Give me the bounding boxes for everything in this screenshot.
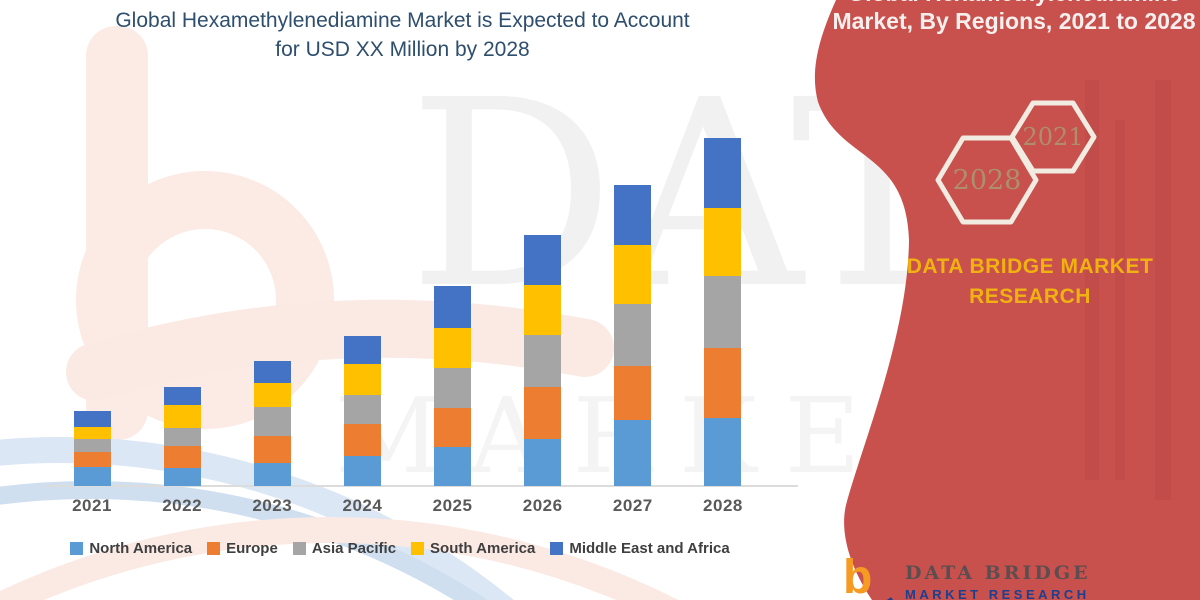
bar-segment-2028-north-america [704,418,742,486]
legend-label: North America [89,540,193,557]
x-axis-label-2022: 2022 [162,496,203,515]
bar-segment-2025-asia-pacific [434,368,472,408]
chart-title: Global Hexamethylenediamine Market is Ex… [5,6,800,64]
bar-2026 [524,235,562,486]
x-axis-label-2023: 2023 [252,496,293,515]
legend-swatch-icon [550,542,564,555]
bar-segment-2028-europe [704,348,742,418]
bar-segment-2022-north-america [163,468,201,486]
bar-segment-2024-europe [343,424,381,456]
bar-segment-2028-middle-east-and-africa [704,138,742,208]
bar-segment-2028-asia-pacific [704,276,742,348]
x-axis-line [46,485,798,487]
footer-logo-b-icon: b [843,554,895,600]
bar-segment-2023-middle-east-and-africa [253,361,291,383]
legend-item-middle-east-and-africa: Middle East and Africa [550,540,730,557]
x-axis-label-2024: 2024 [342,496,383,515]
bar-segment-2025-middle-east-and-africa [434,286,472,328]
bar-segment-2026-south-america [524,285,562,335]
bar-2027 [614,185,652,486]
bar-segment-2025-north-america [434,447,472,486]
x-axis-label-2021: 2021 [72,496,112,515]
bar-segment-2027-asia-pacific [614,304,652,366]
bar-segment-2025-south-america [434,328,472,368]
bar-segment-2022-middle-east-and-africa [163,387,201,405]
legend-item-asia-pacific: Asia Pacific [292,540,397,557]
legend-label: South America [430,540,536,557]
footer-b-swoosh-icon [886,597,893,600]
bar-segment-2026-north-america [524,439,562,486]
legend-label: Europe [226,540,278,557]
bar-segment-2027-south-america [614,245,652,304]
legend-label: Middle East and Africa [569,540,730,557]
legend-item-europe: Europe [207,540,278,557]
bar-segment-2023-north-america [253,463,291,486]
footer-b-glyph: b [843,551,873,600]
bar-2023 [253,361,291,486]
x-axis-label-2026: 2026 [522,496,563,515]
chart-title-line1: Global Hexamethylenediamine Market is Ex… [115,9,690,32]
bar-segment-2023-asia-pacific [253,407,291,436]
bar-2028 [704,138,742,486]
footer-sub-brand: MARKET RESEARCH [905,587,1090,600]
bar-segment-2028-south-america [704,208,742,276]
legend-label: Asia Pacific [311,540,397,557]
bar-segment-2021-asia-pacific [73,439,111,452]
bar-segment-2024-asia-pacific [343,395,381,424]
bar-2024 [343,336,381,486]
bar-segment-2023-europe [253,436,291,463]
bar-segment-2022-asia-pacific [163,428,201,446]
legend-swatch-icon [411,542,425,555]
bar-segment-2022-south-america [163,405,201,428]
bar-segment-2022-europe [163,446,201,468]
bar-segment-2027-north-america [614,420,652,486]
bar-segment-2023-south-america [253,383,291,407]
bar-segment-2026-middle-east-and-africa [524,235,562,285]
bar-2025 [434,286,472,486]
bar-segment-2026-asia-pacific [524,335,562,387]
x-axis-label-2027: 2027 [612,496,653,515]
legend-swatch-icon [70,542,84,555]
legend-item-south-america: South America [411,540,535,557]
x-axis-label-2025: 2025 [432,496,473,515]
bar-segment-2021-europe [73,452,111,467]
legend-swatch-icon [292,542,306,555]
bar-segment-2021-middle-east-and-africa [73,411,111,427]
bar-segment-2024-middle-east-and-africa [343,336,381,364]
footer-logo-text: DATA BRIDGE MARKET RESEARCH [905,556,1091,600]
bar-2022 [163,387,201,486]
bar-segment-2021-north-america [73,467,111,486]
bar-segment-2024-north-america [343,456,381,486]
bar-segment-2027-europe [614,366,652,420]
bar-segment-2024-south-america [343,364,381,395]
x-axis-label-2028: 2028 [703,496,743,515]
bar-segment-2026-europe [524,387,562,439]
bar-2021 [73,411,111,486]
chart-title-line2: for USD XX Million by 2028 [275,38,530,61]
footer-logo: b DATA BRIDGE MARKET RESEARCH [843,554,1091,600]
bar-segment-2027-middle-east-and-africa [614,185,652,245]
footer-brand: DATA BRIDGE [905,562,1091,584]
legend-item-north-america: North America [70,540,192,557]
legend: North America Europe Asia Pacific South Ame… [0,540,800,557]
bar-segment-2025-europe [434,408,472,447]
legend-swatch-icon [207,542,221,555]
bar-segment-2021-south-america [73,427,111,439]
